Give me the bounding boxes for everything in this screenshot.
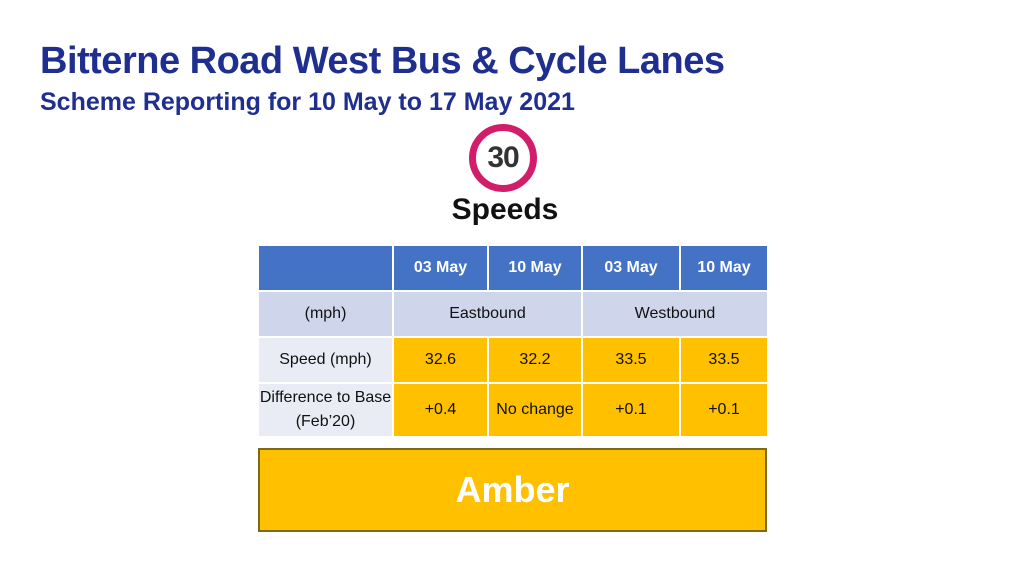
header-cell-date: 10 May <box>679 244 769 292</box>
eastbound-label: Eastbound <box>392 290 583 338</box>
header-cell-date: 03 May <box>392 244 489 292</box>
speed-limit-value: 30 <box>487 141 519 174</box>
page-title: Bitterne Road West Bus & Cycle Lanes <box>40 40 725 82</box>
row-label-speed: Speed (mph) <box>257 336 394 384</box>
page-subtitle: Scheme Reporting for 10 May to 17 May 20… <box>40 88 575 116</box>
table-row: Speed (mph) 32.6 32.2 33.5 33.5 <box>257 336 769 384</box>
speed-value: 33.5 <box>679 336 769 384</box>
difference-value: No change <box>487 382 583 438</box>
westbound-label: Westbound <box>581 290 769 338</box>
header-cell-empty <box>257 244 394 292</box>
unit-label: (mph) <box>257 290 394 338</box>
speeds-table: 03 May 10 May 03 May 10 May (mph) Eastbo… <box>257 244 769 438</box>
section-title: Speeds <box>451 193 559 226</box>
direction-row: (mph) Eastbound Westbound <box>257 290 769 338</box>
header-cell-date: 03 May <box>581 244 681 292</box>
speed-value: 32.2 <box>487 336 583 384</box>
header-cell-date: 10 May <box>487 244 583 292</box>
row-label-difference: Difference to Base (Feb’20) <box>257 382 394 438</box>
status-label: Amber <box>455 469 570 510</box>
table-row: Difference to Base (Feb’20) +0.4 No chan… <box>257 382 769 438</box>
difference-value: +0.1 <box>679 382 769 438</box>
speed-value: 32.6 <box>392 336 489 384</box>
status-rating-box: Amber <box>258 448 767 532</box>
speed-value: 33.5 <box>581 336 681 384</box>
difference-value: +0.4 <box>392 382 489 438</box>
speed-limit-sign-icon: 30 <box>469 124 537 192</box>
table-header-row: 03 May 10 May 03 May 10 May <box>257 244 769 292</box>
difference-value: +0.1 <box>581 382 681 438</box>
